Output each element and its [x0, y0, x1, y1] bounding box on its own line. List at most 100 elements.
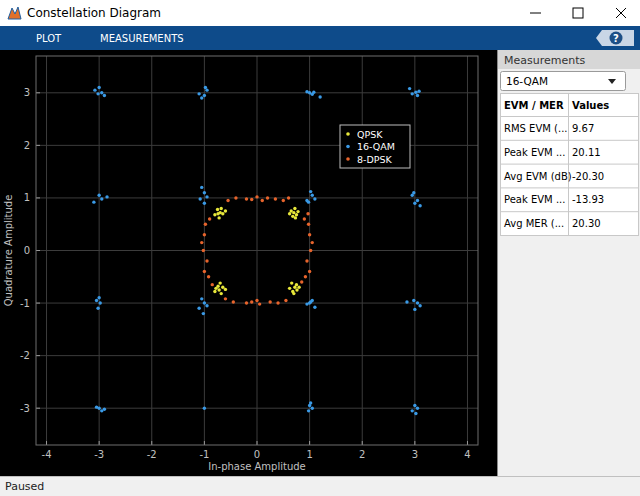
row-divider [500, 187, 638, 188]
constellation-point [416, 199, 419, 202]
legend-box [340, 125, 410, 168]
constellation-point [408, 87, 411, 90]
constellation-point [413, 201, 416, 204]
x-tick [99, 441, 100, 445]
constellation-point [205, 195, 208, 198]
minimize-button[interactable] [530, 13, 541, 14]
x-axis-label: In-phase Amplitude [208, 461, 306, 472]
constellation-point [205, 304, 208, 307]
constellation-point [213, 213, 216, 216]
constellation-point [97, 194, 100, 197]
constellation-point [266, 196, 269, 199]
constellation-point [313, 306, 316, 309]
constellation-point [309, 190, 312, 193]
constellation-point [226, 199, 229, 202]
legend-swatch [346, 132, 350, 136]
y-tick [36, 303, 40, 304]
series-points [213, 207, 301, 296]
constellation-point [305, 90, 308, 93]
dropdown-caret[interactable] [608, 79, 616, 84]
measurements-table [501, 94, 639, 236]
measurement-name: RMS EVM (... [504, 123, 568, 134]
constellation-point [93, 88, 96, 91]
toolbar-tab[interactable]: PLOT [36, 33, 62, 44]
panel-header [498, 50, 640, 69]
x-tick [46, 441, 47, 445]
y-axis-label: Quadrature Amplitude [3, 195, 14, 307]
column-header: EVM / MER [504, 100, 564, 111]
constellation-point [311, 93, 314, 96]
constellation-point [220, 292, 223, 295]
constellation-point [305, 259, 308, 262]
constellation-point [311, 194, 314, 197]
constellation-point [311, 407, 314, 410]
y-tick-label: 3 [24, 87, 30, 98]
y-tick [36, 355, 40, 356]
y-grid-line [36, 250, 478, 251]
y-tick-label: 0 [24, 245, 30, 256]
constellation-point [211, 283, 214, 286]
toolbar-tab[interactable]: MEASUREMENTS [100, 33, 184, 44]
y-tick [36, 408, 40, 409]
x-tick-label: 2 [359, 449, 365, 460]
measurement-value: -20.30 [572, 171, 604, 182]
constellation-point [96, 92, 99, 95]
constellation-point [274, 197, 277, 200]
help-button[interactable] [610, 32, 623, 45]
constellation-point [220, 207, 223, 210]
constellation-point [224, 288, 227, 291]
dropdown[interactable] [501, 72, 626, 91]
constellation-point [217, 288, 220, 291]
constellation-point [200, 96, 203, 99]
constellation-point [204, 86, 207, 89]
dropdown-value[interactable]: 16-QAM [506, 75, 548, 87]
window-title: Constellation Diagram [27, 6, 161, 20]
constellation-point [294, 216, 297, 219]
constellation-point [245, 197, 248, 200]
panel-divider [497, 50, 498, 476]
column-header: Values [572, 100, 609, 111]
y-tick [36, 145, 40, 146]
series-points [200, 195, 314, 306]
constellation-point [221, 212, 224, 215]
constellation-point [205, 259, 208, 262]
y-tick-label: -1 [20, 298, 30, 309]
x-tick [309, 441, 310, 445]
constellation-point [204, 223, 207, 226]
constellation-point [304, 275, 307, 278]
constellation-point [307, 409, 310, 412]
constellation-point [293, 207, 296, 210]
constellation-point [411, 409, 414, 412]
constellation-point [416, 301, 419, 304]
constellation-point [203, 270, 206, 273]
constellation-point [208, 217, 211, 220]
x-tick-label: 0 [254, 449, 260, 460]
constellation-point [313, 197, 316, 200]
legend: QPSK16-QAM8-DPSK [340, 125, 410, 168]
measurement-value: 9.67 [572, 123, 594, 134]
axes-frame [36, 56, 478, 445]
x-tick-label: -3 [94, 449, 104, 460]
constellation-point [288, 212, 291, 215]
y-tick [36, 250, 40, 251]
constellation-point [245, 301, 248, 304]
x-tick [414, 441, 415, 445]
maximize-button[interactable] [573, 8, 583, 18]
toolbar [0, 26, 640, 50]
close-button[interactable] [616, 8, 626, 18]
constellation-point [405, 300, 408, 303]
title-bar [0, 0, 640, 26]
constellation-point [95, 405, 98, 408]
constellation-point [224, 209, 227, 212]
constellation-point [412, 299, 415, 302]
constellation-point [416, 407, 419, 410]
constellation-point [303, 217, 306, 220]
measurements-panel [498, 50, 640, 476]
constellation-point [198, 197, 201, 200]
axes-area [36, 56, 478, 445]
grid [36, 56, 478, 445]
constellation-point [216, 208, 219, 211]
x-tick [362, 441, 363, 445]
constellation-point [305, 302, 308, 305]
help-label[interactable]: ? [613, 33, 619, 44]
